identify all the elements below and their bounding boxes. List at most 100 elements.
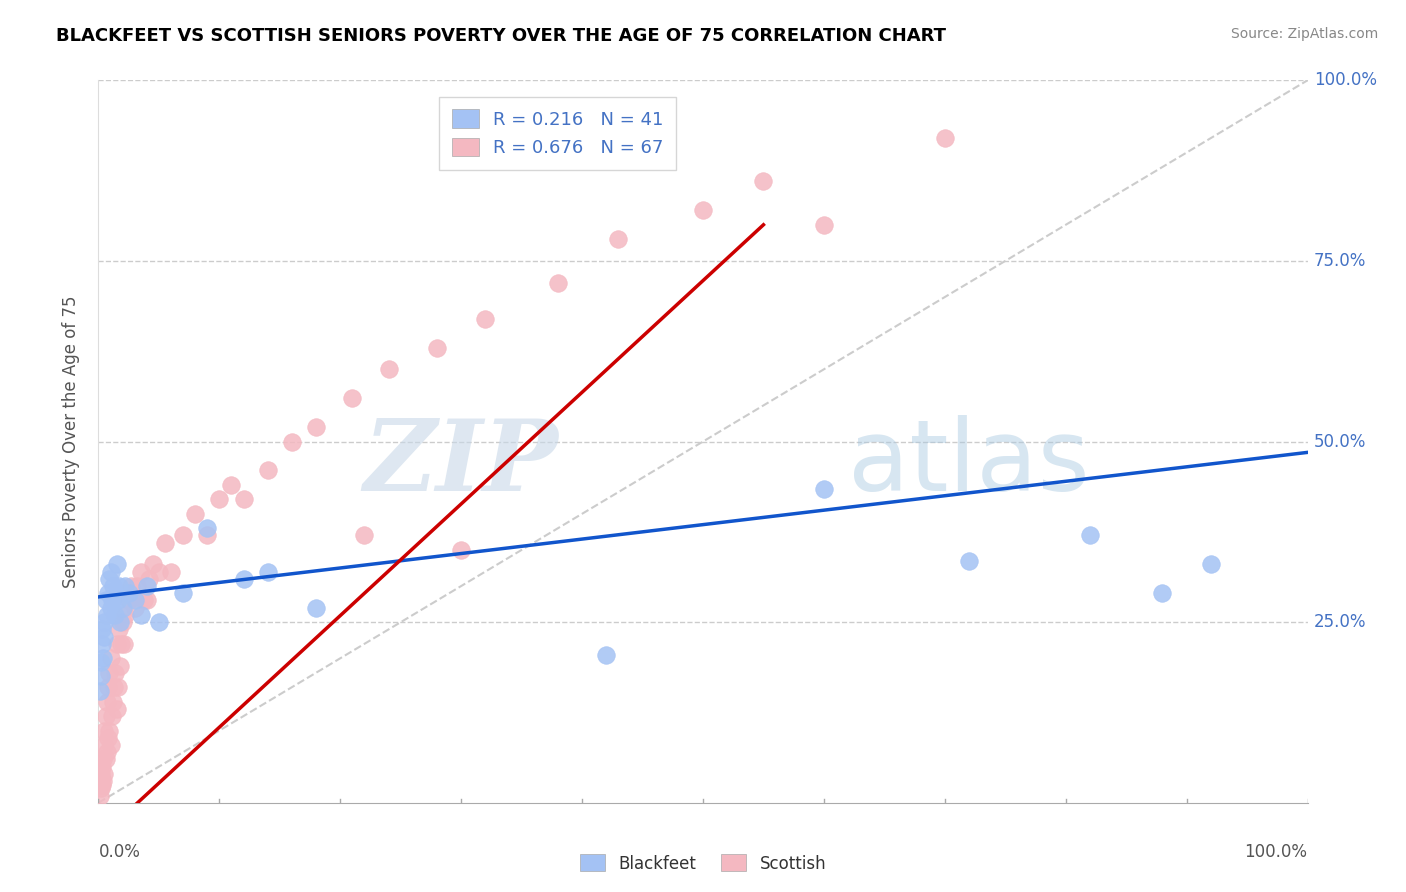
Point (342, 391, 364, 405)
Point (100, 709, 122, 723)
Point (134, 593, 156, 607)
Point (105, 702, 128, 716)
Point (101, 695, 124, 709)
Point (184, 507, 207, 521)
Point (305, 600, 328, 615)
Point (104, 665, 127, 680)
Point (96, 695, 118, 709)
Point (138, 572, 160, 586)
Point (813, 482, 835, 496)
Point (377, 362, 399, 376)
Point (100, 565, 122, 579)
Point (105, 637, 128, 651)
Point (752, 174, 775, 188)
Point (93, 615, 115, 630)
Point (93, 738, 115, 752)
Point (98, 723, 121, 738)
Point (104, 607, 127, 622)
Point (98, 572, 121, 586)
Point (148, 615, 170, 630)
Point (124, 593, 146, 607)
Text: Source: ZipAtlas.com: Source: ZipAtlas.com (1230, 27, 1378, 41)
Point (94, 752, 117, 766)
Point (108, 579, 131, 593)
Point (305, 420, 328, 434)
Point (91, 651, 114, 665)
Text: 0.0%: 0.0% (98, 843, 141, 861)
Point (114, 579, 136, 593)
Point (108, 623, 131, 637)
Point (94, 709, 117, 723)
Text: 25.0%: 25.0% (1313, 613, 1367, 632)
Point (105, 586, 128, 600)
Text: atlas: atlas (848, 415, 1090, 512)
Point (426, 341, 449, 355)
Point (127, 579, 149, 593)
Point (97, 586, 120, 600)
Point (232, 572, 254, 586)
Point (90, 655, 112, 669)
Point (91, 774, 114, 789)
Point (256, 565, 278, 579)
Point (91, 637, 114, 651)
Y-axis label: Seniors Poverty Over the Age of 75: Seniors Poverty Over the Age of 75 (62, 295, 80, 588)
Point (1078, 528, 1101, 542)
Point (93, 767, 115, 781)
Point (353, 528, 375, 542)
Point (111, 600, 134, 615)
Point (547, 276, 569, 290)
Point (1199, 558, 1222, 572)
Point (256, 463, 278, 477)
Point (105, 558, 128, 572)
Point (148, 565, 170, 579)
Point (93, 723, 115, 738)
Point (813, 218, 835, 232)
Text: 50.0%: 50.0% (1313, 433, 1367, 450)
Point (91, 778, 114, 792)
Legend: R = 0.216   N = 41, R = 0.676   N = 67: R = 0.216 N = 41, R = 0.676 N = 67 (439, 96, 676, 169)
Point (97, 680, 120, 694)
Point (1152, 586, 1174, 600)
Point (103, 590, 125, 604)
Point (129, 565, 152, 579)
Point (135, 593, 157, 607)
Point (232, 492, 254, 507)
Point (93, 630, 115, 644)
Point (142, 558, 165, 572)
Point (118, 593, 141, 607)
Point (934, 131, 956, 145)
Point (91, 752, 114, 766)
Point (450, 542, 472, 557)
Point (607, 232, 630, 246)
Point (692, 203, 714, 218)
Text: 100.0%: 100.0% (1244, 843, 1308, 861)
Point (195, 528, 218, 542)
Point (135, 579, 157, 593)
Point (114, 607, 136, 622)
Point (281, 434, 304, 449)
Text: 100.0%: 100.0% (1313, 71, 1376, 89)
Point (111, 615, 134, 630)
Point (120, 579, 142, 593)
Point (89, 683, 111, 698)
Point (96, 607, 118, 622)
Point (89, 774, 111, 789)
Point (124, 600, 146, 615)
Point (90, 669, 112, 683)
Point (90, 781, 112, 796)
Text: ZIP: ZIP (363, 415, 558, 511)
Point (107, 593, 129, 607)
Point (160, 565, 183, 579)
Point (101, 579, 124, 593)
Point (957, 554, 980, 568)
Point (108, 615, 131, 630)
Point (110, 637, 132, 651)
Text: 75.0%: 75.0% (1313, 252, 1367, 270)
Point (208, 492, 231, 507)
Point (90, 767, 112, 781)
Point (172, 528, 194, 542)
Point (94, 593, 117, 607)
Point (100, 651, 122, 665)
Point (100, 738, 122, 752)
Point (221, 478, 243, 492)
